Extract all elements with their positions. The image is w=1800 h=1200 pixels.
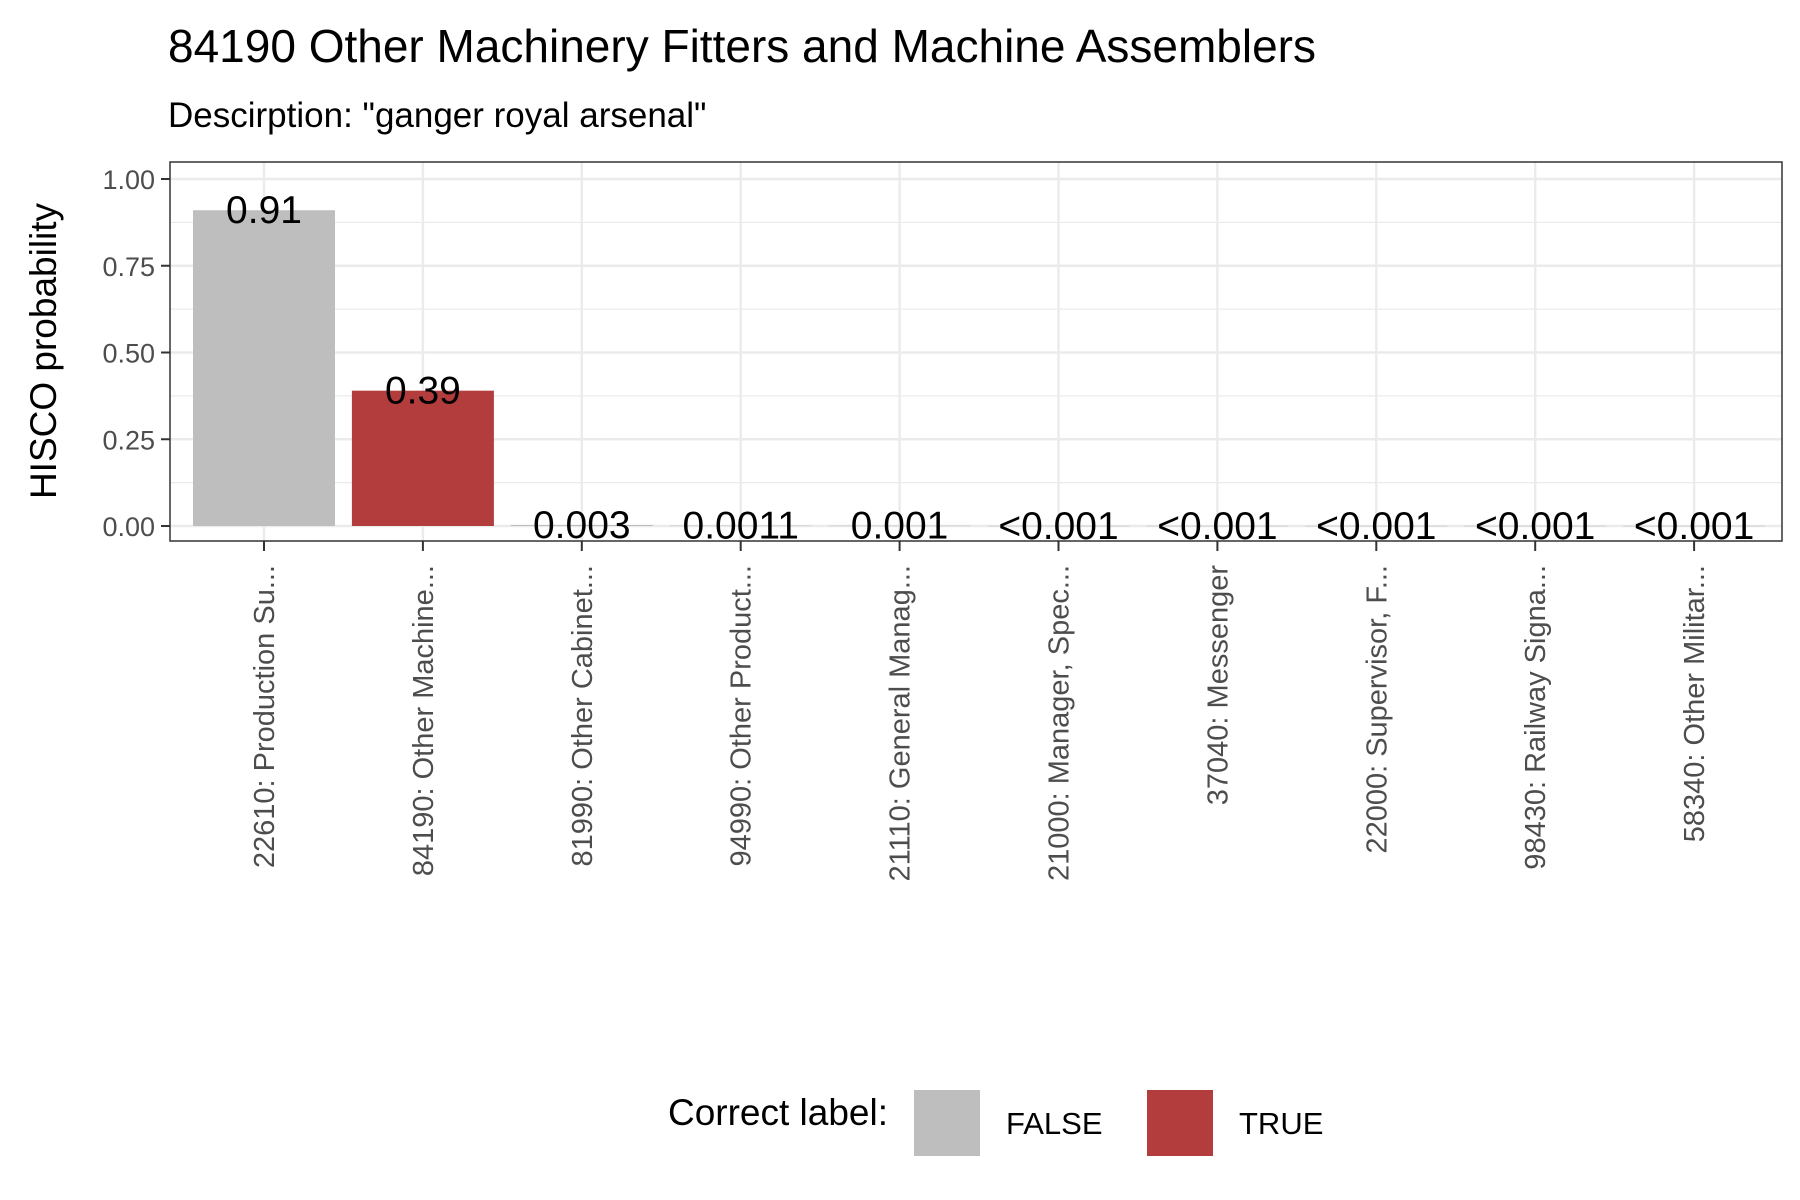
y-tick-label: 0.50: [102, 339, 155, 369]
bar: [669, 525, 812, 527]
bar-series: [193, 210, 1766, 527]
x-tick-label: 98430: Railway Signa...: [1520, 565, 1552, 870]
legend: Correct label: FALSE TRUE: [668, 1090, 1323, 1156]
y-axis: 0.00 0.25 0.50 0.75 1.00: [102, 165, 170, 542]
bar: [987, 525, 1130, 527]
x-axis: 22610: Production Su... 84190: Other Mach…: [249, 541, 1711, 882]
bar: [1305, 525, 1448, 527]
x-tick-label: 58340: Other Militar...: [1679, 565, 1711, 842]
bar: [193, 210, 335, 527]
x-tick-label: 21000: Manager, Spec...: [1044, 565, 1076, 881]
legend-label-false: FALSE: [1006, 1106, 1103, 1141]
x-tick-label: 84190: Other Machine...: [408, 565, 440, 876]
x-tick-label: 22610: Production Su...: [249, 565, 281, 868]
bar: [828, 525, 971, 527]
chart-title: 84190 Other Machinery Fitters and Machin…: [168, 20, 1316, 72]
bar: [1464, 525, 1607, 527]
data-label: 0.91: [226, 189, 302, 232]
data-label: 0.003: [533, 504, 631, 547]
y-tick-label: 0.00: [102, 512, 155, 542]
legend-label-true: TRUE: [1239, 1106, 1323, 1141]
bar: [1623, 525, 1766, 527]
legend-title: Correct label:: [668, 1092, 888, 1133]
x-tick-label: 21110: General Manag...: [885, 565, 917, 882]
x-tick-label: 81990: Other Cabinet...: [567, 565, 599, 866]
legend-swatch-false: [914, 1090, 980, 1156]
bar: [351, 390, 494, 526]
x-tick-label: 94990: Other Product...: [726, 565, 758, 866]
chart-subtitle: Descirption: "ganger royal arsenal": [168, 96, 706, 135]
y-tick-label: 0.25: [102, 425, 155, 455]
bar: [510, 524, 653, 526]
x-tick-label: 37040: Messenger: [1202, 565, 1234, 806]
y-tick-label: 0.75: [102, 252, 155, 282]
y-tick-label: 1.00: [102, 165, 155, 195]
data-label: 0.39: [385, 370, 461, 413]
legend-swatch-true: [1147, 1090, 1213, 1156]
bar: [1146, 525, 1289, 527]
y-axis-label: HISCO probability: [23, 202, 64, 499]
x-tick-label: 22000: Supervisor, F...: [1361, 565, 1393, 854]
